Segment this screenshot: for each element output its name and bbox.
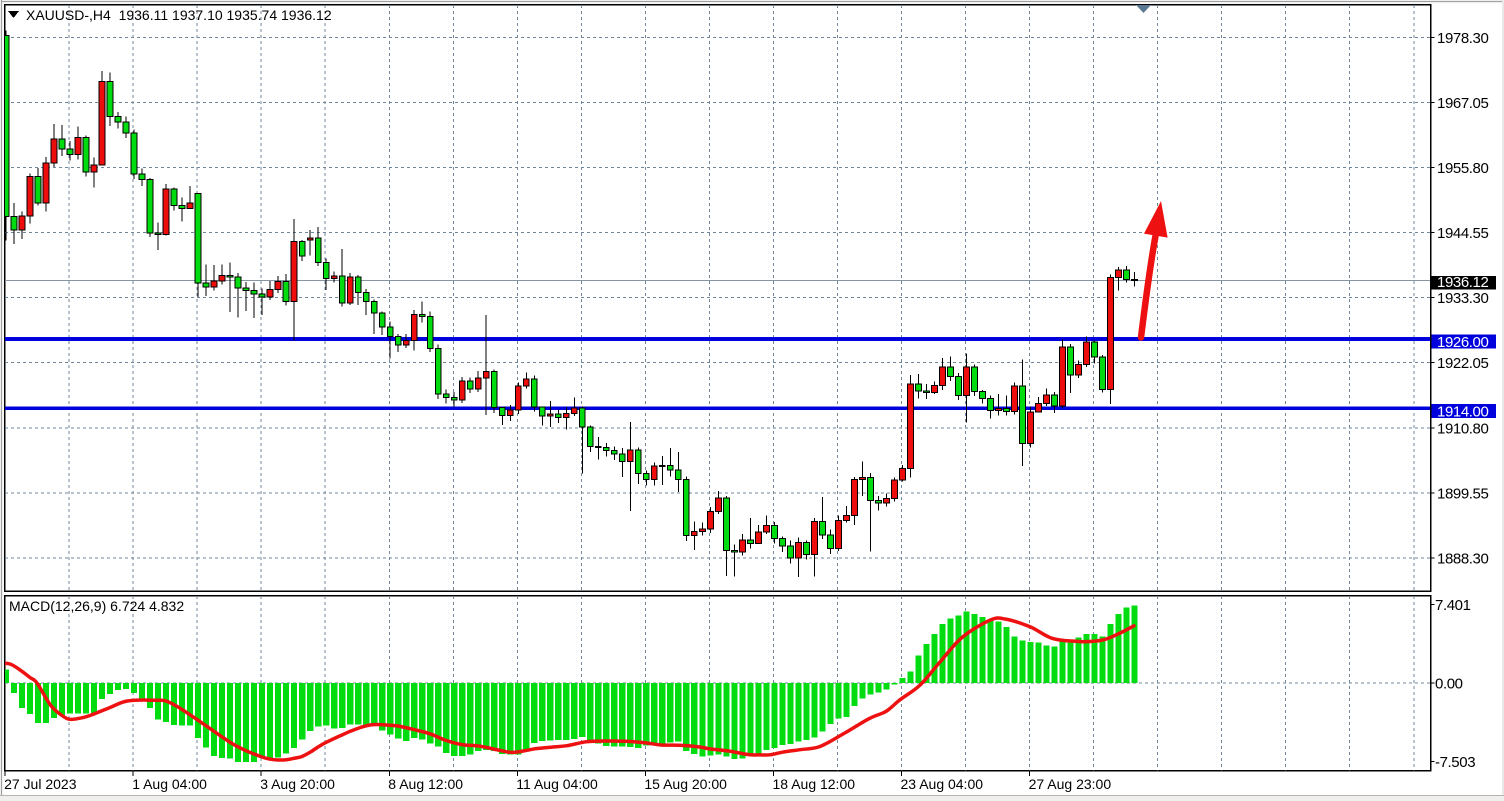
svg-text:0.00: 0.00 bbox=[1435, 676, 1463, 693]
svg-text:3 Aug 20:00: 3 Aug 20:00 bbox=[260, 776, 335, 792]
svg-text:27 Aug 23:00: 27 Aug 23:00 bbox=[1029, 776, 1112, 792]
svg-text:-7.503: -7.503 bbox=[1435, 754, 1475, 771]
svg-text:1967.05: 1967.05 bbox=[1437, 95, 1488, 112]
svg-text:1978.30: 1978.30 bbox=[1437, 30, 1488, 47]
svg-text:8 Aug 12:00: 8 Aug 12:00 bbox=[388, 776, 463, 792]
svg-text:11 Aug 04:00: 11 Aug 04:00 bbox=[516, 776, 598, 792]
svg-text:MACD(12,26,9) 6.724 4.832: MACD(12,26,9) 6.724 4.832 bbox=[9, 598, 184, 614]
svg-text:1922.05: 1922.05 bbox=[1437, 355, 1488, 372]
svg-text:27 Jul 2023: 27 Jul 2023 bbox=[4, 776, 77, 792]
svg-text:18 Aug 12:00: 18 Aug 12:00 bbox=[773, 776, 856, 792]
svg-text:1888.30: 1888.30 bbox=[1437, 550, 1488, 567]
svg-text:1 Aug 04:00: 1 Aug 04:00 bbox=[132, 776, 207, 792]
svg-text:1926.00: 1926.00 bbox=[1437, 334, 1488, 351]
svg-text:1910.80: 1910.80 bbox=[1437, 420, 1488, 437]
svg-text:1914.00: 1914.00 bbox=[1437, 403, 1488, 420]
svg-text:1899.55: 1899.55 bbox=[1437, 485, 1488, 502]
svg-text:15 Aug 20:00: 15 Aug 20:00 bbox=[644, 776, 727, 792]
svg-text:1955.80: 1955.80 bbox=[1437, 160, 1488, 177]
svg-text:23 Aug 04:00: 23 Aug 04:00 bbox=[901, 776, 984, 792]
svg-text:7.401: 7.401 bbox=[1435, 597, 1471, 614]
svg-text:XAUUSD-,H4 1936.11 1937.10 19: XAUUSD-,H4 1936.11 1937.10 1935.74 1936.… bbox=[26, 7, 332, 23]
svg-text:1936.12: 1936.12 bbox=[1437, 274, 1488, 291]
svg-text:1933.30: 1933.30 bbox=[1437, 290, 1488, 307]
svg-text:1944.55: 1944.55 bbox=[1437, 225, 1488, 242]
